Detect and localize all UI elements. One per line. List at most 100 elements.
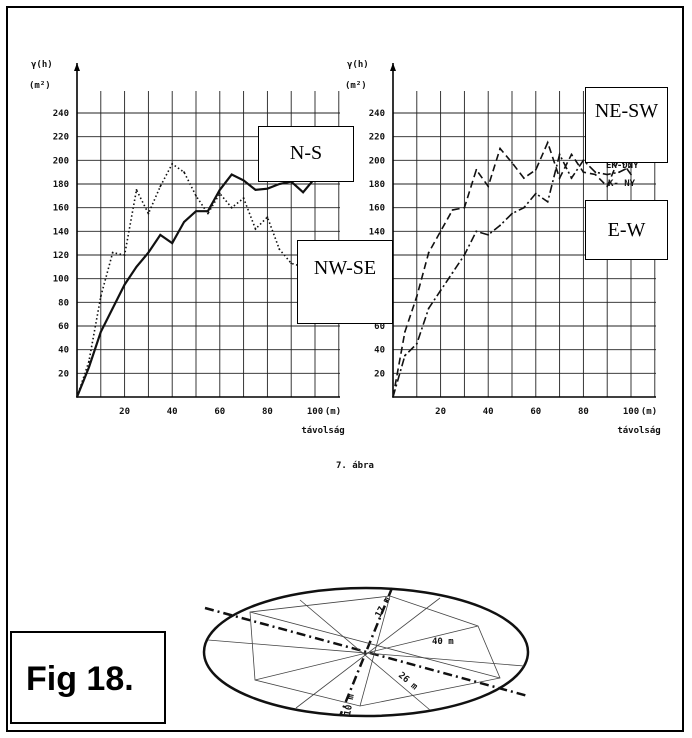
construction-line bbox=[207, 639, 525, 667]
anisotropy-ellipse bbox=[202, 586, 530, 718]
figure-caption: 7. ábra bbox=[336, 461, 374, 471]
data-point bbox=[278, 183, 281, 185]
data-point bbox=[392, 396, 394, 398]
data-point bbox=[254, 228, 257, 230]
ellipse-label-40m: 40 m bbox=[432, 637, 454, 647]
y-tick-label: 220 bbox=[369, 133, 385, 143]
data-point bbox=[183, 220, 186, 223]
figure-label: Fig 18. bbox=[10, 631, 166, 724]
x-tick-label: 40 bbox=[483, 407, 494, 417]
x-tick-label: 20 bbox=[119, 407, 130, 417]
data-point bbox=[427, 307, 430, 310]
data-point bbox=[523, 206, 525, 209]
data-point bbox=[99, 331, 102, 333]
data-point bbox=[427, 251, 430, 254]
annotation-e-w: E-W bbox=[585, 200, 668, 260]
data-point bbox=[242, 197, 245, 200]
data-point bbox=[147, 212, 150, 215]
data-point bbox=[582, 171, 585, 174]
y-tick-label: 40 bbox=[58, 346, 69, 356]
ellipse-label-17m: 17 m bbox=[374, 595, 393, 619]
data-point bbox=[302, 191, 304, 194]
x-tick-label: 20 bbox=[435, 407, 446, 417]
data-point bbox=[546, 200, 549, 203]
x-axis-unit: (m) bbox=[641, 407, 657, 417]
data-point bbox=[218, 192, 221, 195]
y-tick-label: 140 bbox=[369, 227, 385, 237]
minor-axis-line bbox=[338, 587, 394, 717]
data-point bbox=[147, 251, 150, 254]
data-point bbox=[475, 168, 478, 171]
data-point bbox=[266, 187, 269, 190]
data-point bbox=[135, 189, 138, 191]
data-point bbox=[570, 153, 573, 156]
y-tick-label: 100 bbox=[53, 275, 69, 285]
y-axis-arrow bbox=[390, 63, 396, 71]
data-point bbox=[171, 242, 174, 245]
construction-line bbox=[249, 611, 501, 679]
data-point bbox=[511, 161, 513, 164]
series-line-e-w bbox=[392, 152, 632, 398]
data-point bbox=[404, 354, 406, 357]
y-tick-label: 20 bbox=[374, 369, 385, 379]
variogram-ellipse-diagram: 17 m 40 m 26 m 10 m bbox=[202, 586, 530, 718]
data-point bbox=[630, 173, 632, 176]
series-line-ne-sw bbox=[392, 140, 632, 398]
data-point bbox=[123, 254, 126, 256]
data-point bbox=[123, 283, 126, 286]
x-tick-label: 80 bbox=[262, 407, 273, 417]
data-point bbox=[111, 307, 114, 310]
chart-left: 20 40 60 80 100 120 140 160 180 200 220 240 20 40 60 80… bbox=[29, 60, 345, 436]
legend-label-k-ny: K- NY bbox=[608, 179, 636, 189]
data-point bbox=[404, 331, 406, 333]
data-point bbox=[594, 171, 597, 174]
data-point bbox=[88, 360, 90, 363]
x-tick-label: 100 bbox=[307, 407, 323, 417]
data-point bbox=[254, 189, 257, 191]
y-axis-arrow bbox=[74, 63, 80, 71]
y-tick-label: 160 bbox=[53, 204, 69, 214]
data-point bbox=[487, 233, 490, 236]
data-point bbox=[218, 189, 221, 191]
data-point bbox=[534, 168, 537, 171]
x-tick-label: 80 bbox=[578, 407, 589, 417]
y-tick-label: 180 bbox=[53, 180, 69, 190]
y-tick-label: 40 bbox=[374, 346, 385, 356]
data-point bbox=[582, 159, 585, 162]
annotation-ne-sw: NE-SW bbox=[585, 87, 668, 163]
y-tick-label: 80 bbox=[58, 298, 69, 308]
y-tick-label: 180 bbox=[369, 180, 385, 190]
data-point bbox=[606, 173, 609, 176]
x-tick-label: 60 bbox=[530, 407, 541, 417]
ellipse-label-10m: 10 m bbox=[343, 693, 357, 717]
data-point bbox=[195, 210, 197, 213]
data-point bbox=[606, 185, 609, 188]
y-tick-label: 160 bbox=[369, 204, 385, 214]
data-point bbox=[290, 262, 293, 265]
data-point bbox=[111, 251, 114, 254]
y-tick-label: 240 bbox=[369, 109, 385, 119]
data-point bbox=[230, 206, 233, 209]
x-tick-label: 100 bbox=[623, 407, 639, 417]
data-point bbox=[534, 192, 537, 195]
data-point bbox=[499, 147, 501, 150]
x-axis-unit: (m) bbox=[325, 407, 341, 417]
data-point bbox=[159, 185, 162, 188]
data-point bbox=[523, 177, 525, 179]
y-tick-label: 20 bbox=[58, 369, 69, 379]
data-point bbox=[207, 212, 209, 215]
y-tick-label: 120 bbox=[53, 251, 69, 261]
data-point bbox=[439, 289, 442, 292]
y-tick-label: 60 bbox=[58, 322, 69, 332]
y-axis-label: γ(h) bbox=[347, 60, 369, 70]
ellipse-label-26m: 26 m bbox=[396, 671, 419, 693]
data-point bbox=[88, 366, 90, 369]
data-point bbox=[630, 165, 632, 168]
data-point bbox=[511, 212, 513, 215]
data-point bbox=[76, 396, 78, 398]
series-line-nw-se bbox=[76, 162, 315, 398]
data-point bbox=[415, 295, 418, 298]
data-point bbox=[183, 171, 186, 174]
data-point bbox=[558, 177, 561, 179]
y-tick-label: 60 bbox=[374, 322, 385, 332]
